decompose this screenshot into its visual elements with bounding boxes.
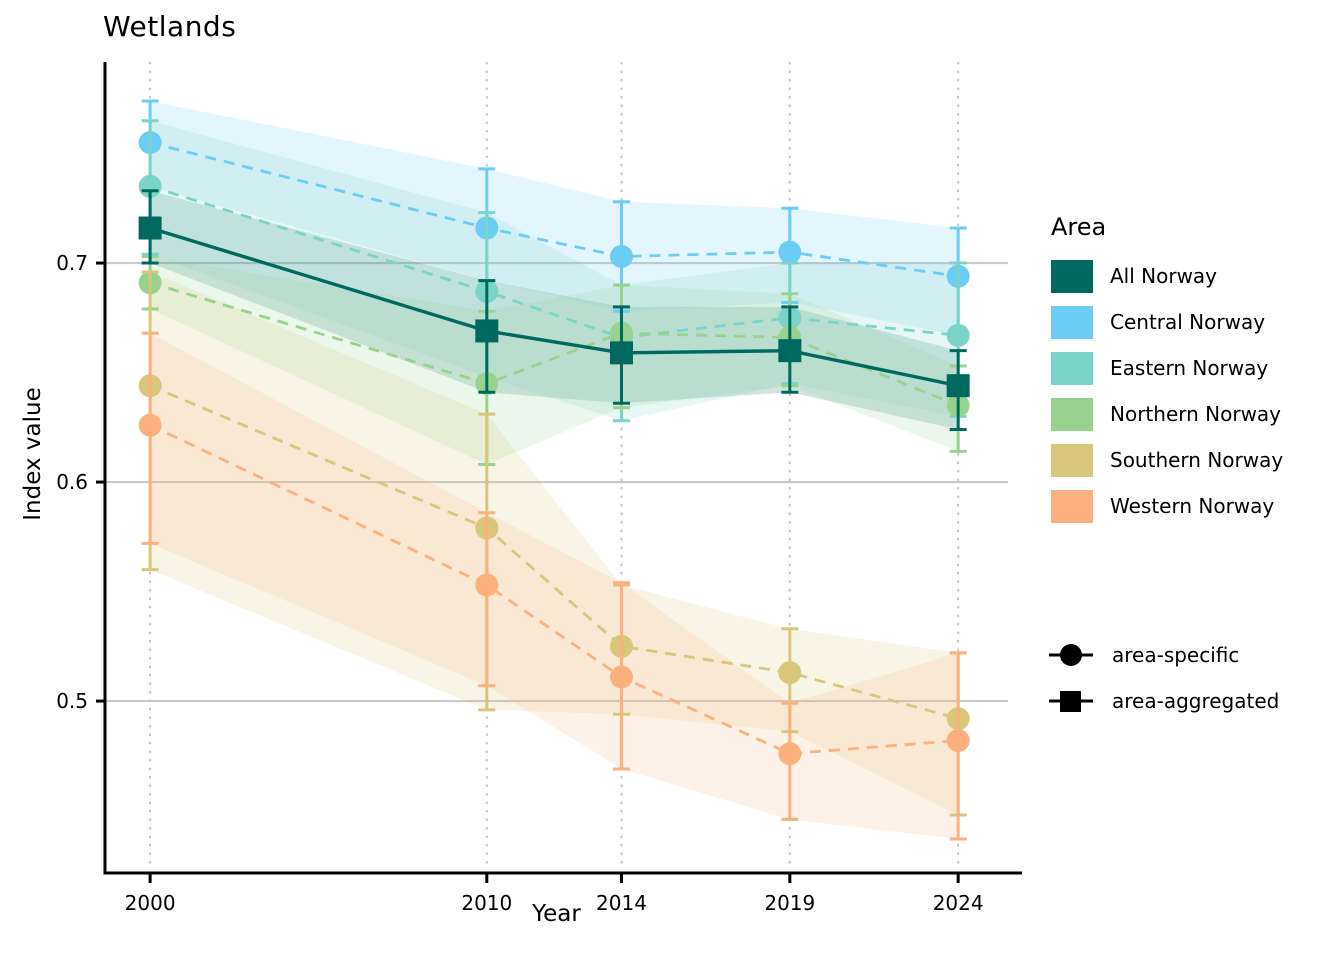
y-axis-label: Index value	[20, 387, 46, 521]
data-point	[778, 661, 802, 685]
data-point	[778, 742, 802, 766]
legend-title: Area	[1051, 213, 1107, 241]
data-point	[475, 573, 499, 597]
x-axis-label: Year	[532, 901, 581, 927]
marker-legend-label: area-aggregated	[1112, 689, 1280, 713]
legend-label: Southern Norway	[1110, 448, 1284, 472]
band-western-norway	[150, 333, 959, 840]
marker-legend-label: area-specific	[1112, 643, 1240, 667]
band-southern-norway	[150, 271, 959, 815]
data-point	[609, 341, 633, 365]
y-tick-label: 0.5	[56, 689, 88, 713]
square-marker-icon	[1048, 687, 1094, 715]
legend-swatch	[1051, 259, 1093, 293]
data-point	[946, 323, 970, 347]
legend-swatch	[1051, 305, 1093, 339]
x-tick-label: 2019	[764, 891, 815, 915]
legend-label: Northern Norway	[1110, 402, 1282, 426]
area-legend: Area All Norway Central Norway Eastern Nor…	[1051, 213, 1283, 529]
errorbar-western-norway	[478, 511, 496, 688]
legend-label: Central Norway	[1110, 310, 1266, 334]
legend-item-northern-norway: Northern Norway	[1051, 391, 1283, 437]
legend-label: All Norway	[1110, 264, 1218, 288]
circle-marker-icon	[1048, 641, 1094, 669]
legend-swatch	[1051, 351, 1093, 385]
data-point	[609, 665, 633, 689]
series-western-norway	[138, 331, 970, 841]
axes: 0.5 0.6 0.7 2000 2010 2014 2019 2024	[56, 62, 1022, 915]
band-central-norway	[150, 100, 959, 336]
legend-item-central-norway: Central Norway	[1051, 299, 1283, 345]
data-point	[946, 374, 970, 398]
legend-label: Eastern Norway	[1110, 356, 1269, 380]
legend-label: Western Norway	[1110, 494, 1275, 518]
marker-legend-item-area-specific: area-specific	[1048, 632, 1279, 678]
band-northern-norway	[150, 256, 959, 465]
y-tick-label: 0.7	[56, 251, 88, 275]
legend-swatch	[1051, 397, 1093, 431]
legend-item-southern-norway: Southern Norway	[1051, 437, 1283, 483]
x-tick-label: 2014	[596, 891, 647, 915]
legend-swatch	[1051, 489, 1093, 523]
chart-title: Wetlands	[103, 10, 237, 43]
legend-item-western-norway: Western Norway	[1051, 483, 1283, 529]
marker-legend-item-area-aggregated: area-aggregated	[1048, 678, 1279, 724]
legend-item-all-norway: All Norway	[1051, 253, 1283, 299]
data-point	[778, 240, 802, 264]
x-tick-label: 2000	[125, 891, 176, 915]
data-point	[609, 244, 633, 268]
data-point	[946, 728, 970, 752]
y-tick-label: 0.6	[56, 470, 88, 494]
data-point	[138, 216, 162, 240]
data-point	[778, 339, 802, 363]
x-tick-label: 2024	[933, 891, 984, 915]
legend-rows: All Norway Central Norway Eastern Norway No…	[1051, 253, 1283, 529]
legend-swatch	[1051, 443, 1093, 477]
band-eastern-norway	[150, 120, 959, 421]
confidence-bands	[150, 100, 959, 840]
x-tick-label: 2010	[461, 891, 512, 915]
marker-type-legend: area-specific area-aggregated	[1048, 632, 1279, 724]
legend-item-eastern-norway: Eastern Norway	[1051, 345, 1283, 391]
errorbar-western-norway	[141, 331, 159, 545]
data-point	[475, 319, 499, 343]
data-point	[138, 413, 162, 437]
series-all-norway	[138, 189, 970, 432]
